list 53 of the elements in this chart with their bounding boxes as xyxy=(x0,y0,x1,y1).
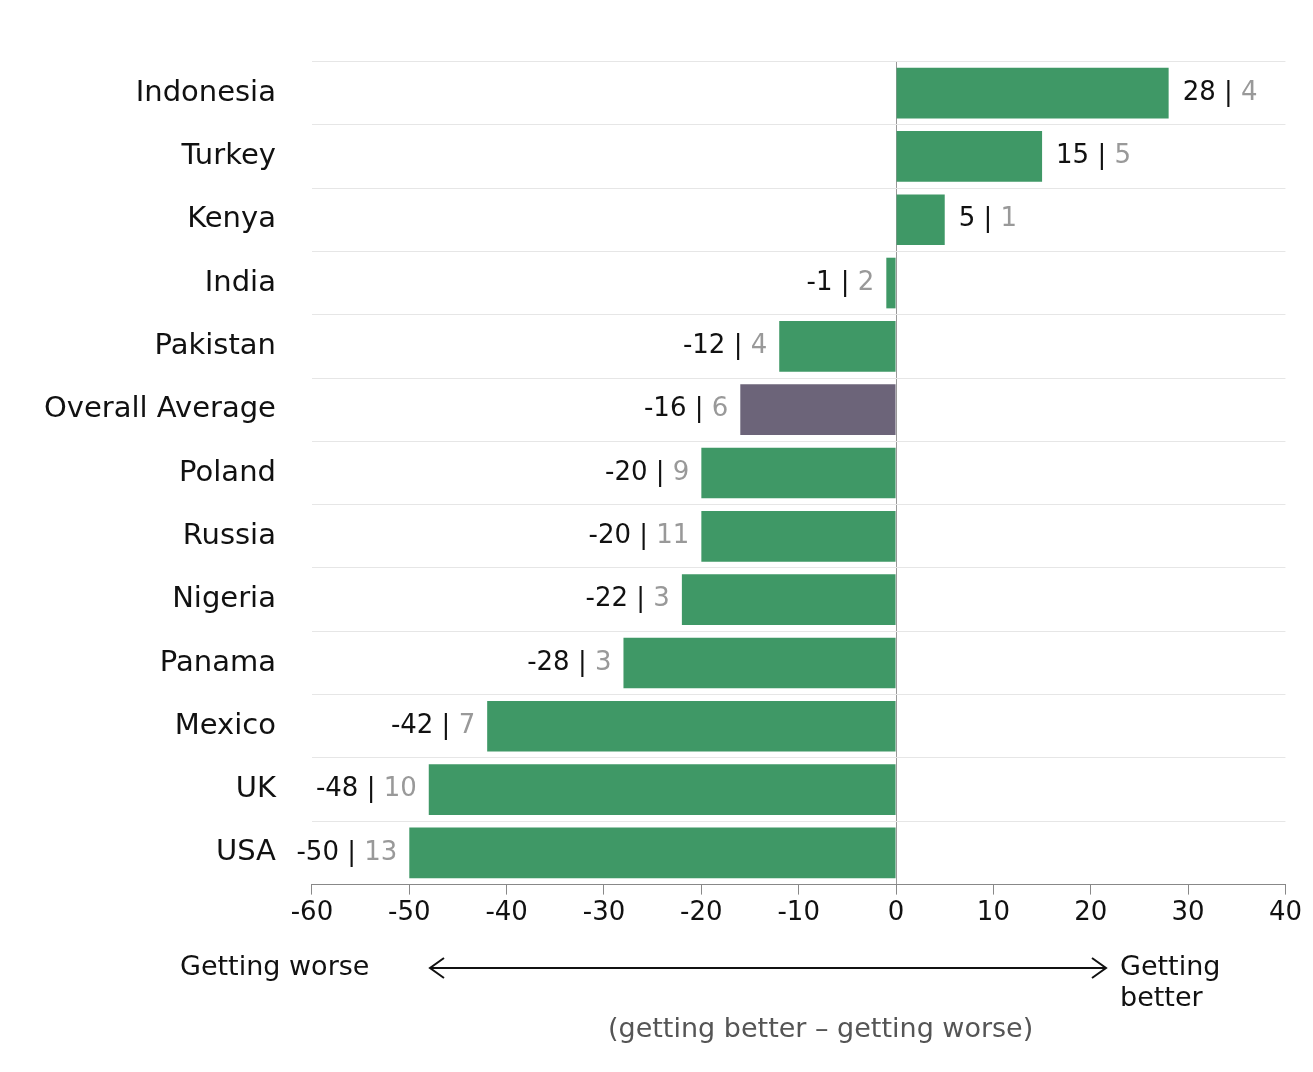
y-tick-label: Mexico xyxy=(174,706,276,741)
data-label: -1 | 2 xyxy=(806,265,875,297)
x-tick-label: 20 xyxy=(1074,895,1108,926)
bar xyxy=(896,67,1169,119)
data-label: 28 | 4 xyxy=(1182,75,1258,107)
bar xyxy=(886,257,896,309)
bar xyxy=(701,447,896,499)
y-tick-label: Nigeria xyxy=(172,580,276,615)
data-label: -20 | 9 xyxy=(605,455,690,487)
y-tick-label: Poland xyxy=(179,453,276,488)
text: Getting worse xyxy=(180,950,370,981)
y-tick-label: UK xyxy=(235,770,277,805)
bar xyxy=(701,510,896,562)
bar xyxy=(681,574,896,625)
y-tick-label: Pakistan xyxy=(154,326,276,361)
y-tick-label: Panama xyxy=(159,643,276,678)
y-tick-label: India xyxy=(204,263,276,298)
bar xyxy=(779,321,896,372)
x-tick-label: 10 xyxy=(976,895,1010,926)
y-tick-label: Indonesia xyxy=(135,73,276,108)
data-label: -28 | 3 xyxy=(527,645,612,677)
data-label: -22 | 3 xyxy=(585,582,670,614)
bar xyxy=(896,131,1043,182)
bar xyxy=(487,700,896,752)
bar xyxy=(896,194,945,246)
data-label: -20 | 11 xyxy=(588,519,690,551)
bar xyxy=(409,827,896,879)
bar xyxy=(623,637,896,689)
y-tick-label: Overall Average xyxy=(43,390,276,425)
y-tick-label: Turkey xyxy=(180,136,276,171)
bar xyxy=(740,384,896,436)
data-label: -12 | 4 xyxy=(682,329,768,361)
x-tick-label: -20 xyxy=(680,895,723,926)
x-tick-label: 30 xyxy=(1171,895,1205,926)
x-tick-label: -10 xyxy=(777,895,820,926)
data-label: 5 | 1 xyxy=(958,202,1018,234)
data-label: -42 | 7 xyxy=(390,709,476,741)
data-label: -16 | 6 xyxy=(643,392,729,424)
x-tick-label: -30 xyxy=(582,895,626,926)
data-label: -48 | 10 xyxy=(315,772,417,804)
data-label: 15 | 5 xyxy=(1056,139,1131,171)
data-label: -50 | 13 xyxy=(296,835,398,867)
x-axis-title: (getting better – getting worse) xyxy=(607,1012,1035,1043)
bar xyxy=(428,764,896,815)
x-tick-label: 0 xyxy=(887,895,905,926)
y-tick-label: Kenya xyxy=(187,200,276,235)
x-tick-label: 40 xyxy=(1268,895,1302,926)
y-tick-label: Russia xyxy=(182,516,276,551)
x-tick-label: -40 xyxy=(485,895,528,926)
x-tick-label: -60 xyxy=(290,895,334,926)
text: Getting better xyxy=(1120,950,1222,1012)
y-tick-label: USA xyxy=(215,833,277,868)
x-tick-label: -50 xyxy=(388,895,431,926)
